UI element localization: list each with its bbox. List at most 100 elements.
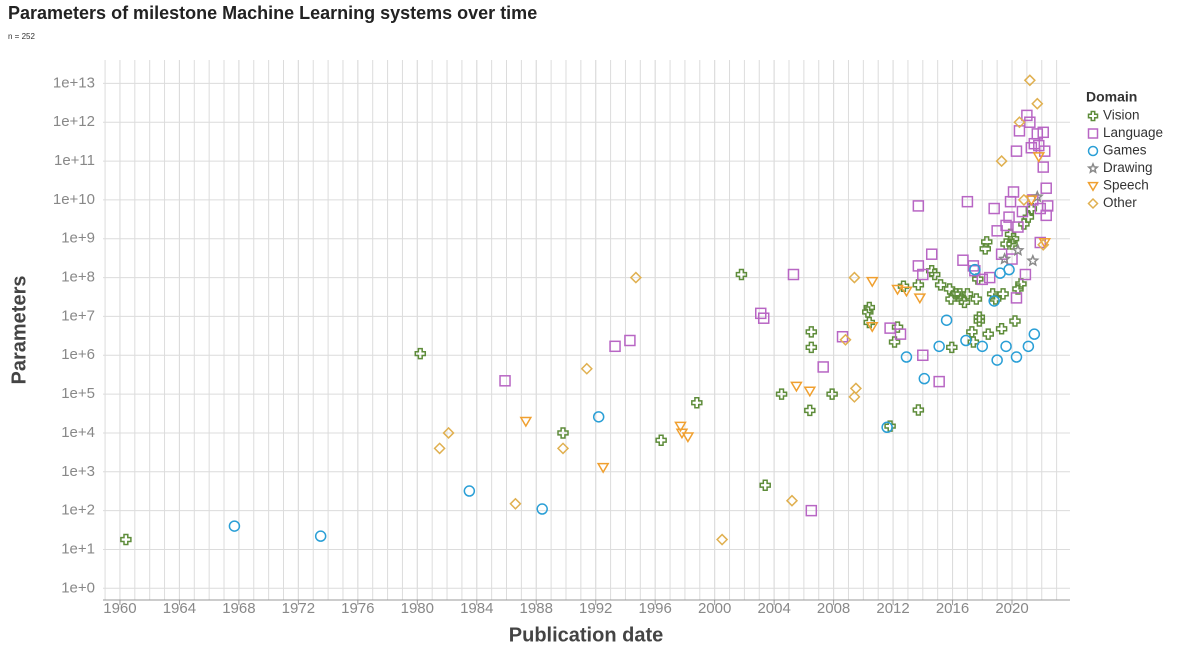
- marker: [933, 375, 945, 388]
- x-tick-label: 1992: [579, 600, 612, 617]
- marker: [1037, 238, 1050, 251]
- marker: [1041, 200, 1054, 212]
- marker: [969, 263, 981, 276]
- y-tick-label: 1e+0: [61, 579, 95, 596]
- legend-marker: [1087, 181, 1099, 192]
- marker: [509, 497, 522, 510]
- marker: [1016, 205, 1029, 218]
- marker: [655, 434, 667, 446]
- marker: [1040, 182, 1052, 194]
- marker: [787, 268, 800, 281]
- x-tick-label: 2004: [757, 600, 790, 617]
- y-tick-label: 1e+3: [61, 463, 95, 480]
- marker: [557, 427, 569, 439]
- marker: [1028, 328, 1041, 340]
- x-tick-label: 1988: [520, 600, 553, 617]
- marker: [848, 271, 861, 284]
- marker: [913, 293, 927, 305]
- marker: [991, 354, 1003, 366]
- marker: [592, 411, 605, 423]
- marker: [958, 296, 971, 309]
- marker: [848, 390, 861, 403]
- marker: [917, 349, 929, 362]
- marker: [433, 442, 446, 455]
- marker: [1004, 195, 1017, 208]
- marker: [961, 195, 974, 208]
- marker: [1003, 263, 1015, 276]
- marker: [980, 236, 993, 248]
- marker: [1034, 202, 1047, 215]
- marker: [1013, 116, 1026, 129]
- marker: [691, 396, 703, 409]
- marker: [933, 340, 945, 353]
- marker: [884, 322, 896, 334]
- marker: [805, 326, 818, 338]
- legend-label: Other: [1103, 195, 1137, 210]
- x-tick-label: 1976: [341, 600, 374, 617]
- marker: [961, 288, 974, 300]
- marker: [982, 328, 994, 340]
- marker: [884, 420, 896, 432]
- marker: [1038, 145, 1051, 157]
- legend-label: Speech: [1103, 178, 1149, 193]
- marker: [918, 372, 931, 385]
- marker: [536, 503, 548, 515]
- marker: [995, 323, 1008, 335]
- marker: [775, 388, 788, 400]
- x-tick-label: 1980: [401, 600, 434, 617]
- series-4: [519, 152, 1052, 474]
- y-tick-label: 1e+1: [61, 540, 95, 557]
- marker: [629, 271, 642, 284]
- marker: [1012, 221, 1024, 233]
- marker: [1010, 292, 1023, 304]
- marker: [1015, 278, 1027, 290]
- marker: [519, 416, 533, 428]
- x-tick-label: 2020: [995, 600, 1028, 617]
- marker: [499, 375, 511, 387]
- marker: [997, 288, 1009, 300]
- marker: [988, 202, 1000, 215]
- marker: [674, 421, 687, 433]
- marker: [894, 328, 907, 340]
- marker: [849, 382, 862, 395]
- marker: [888, 336, 901, 348]
- marker: [865, 276, 879, 288]
- marker: [1007, 232, 1020, 245]
- marker: [997, 252, 1012, 265]
- x-tick-label: 2008: [817, 600, 850, 617]
- marker: [681, 432, 695, 443]
- marker: [759, 479, 771, 492]
- marker: [928, 268, 941, 281]
- marker: [863, 316, 876, 329]
- legend-marker: [1086, 162, 1100, 174]
- marker: [120, 533, 132, 546]
- marker: [1037, 126, 1049, 139]
- marker: [1022, 211, 1035, 223]
- marker: [973, 311, 986, 323]
- y-tick-label: 1e+7: [61, 307, 95, 324]
- marker: [1021, 109, 1033, 122]
- marker: [785, 494, 799, 507]
- marker: [463, 485, 476, 497]
- marker: [624, 334, 636, 347]
- legend-label: Vision: [1103, 108, 1140, 123]
- marker: [900, 286, 913, 298]
- marker: [925, 248, 938, 260]
- marker: [1023, 74, 1036, 87]
- legend-title: Domain: [1086, 89, 1137, 105]
- series-5: [433, 74, 1050, 546]
- marker: [1031, 128, 1044, 140]
- marker: [957, 254, 969, 266]
- marker: [817, 361, 829, 373]
- x-tick-label: 1984: [460, 600, 493, 617]
- marker: [946, 341, 958, 354]
- marker: [976, 273, 989, 286]
- y-tick-label: 1e+8: [61, 269, 95, 286]
- marker: [1011, 243, 1025, 257]
- x-tick-label: 1996: [639, 600, 672, 617]
- x-tick-label: 2000: [698, 600, 731, 617]
- marker: [976, 340, 989, 353]
- marker: [580, 362, 593, 375]
- marker: [912, 200, 925, 212]
